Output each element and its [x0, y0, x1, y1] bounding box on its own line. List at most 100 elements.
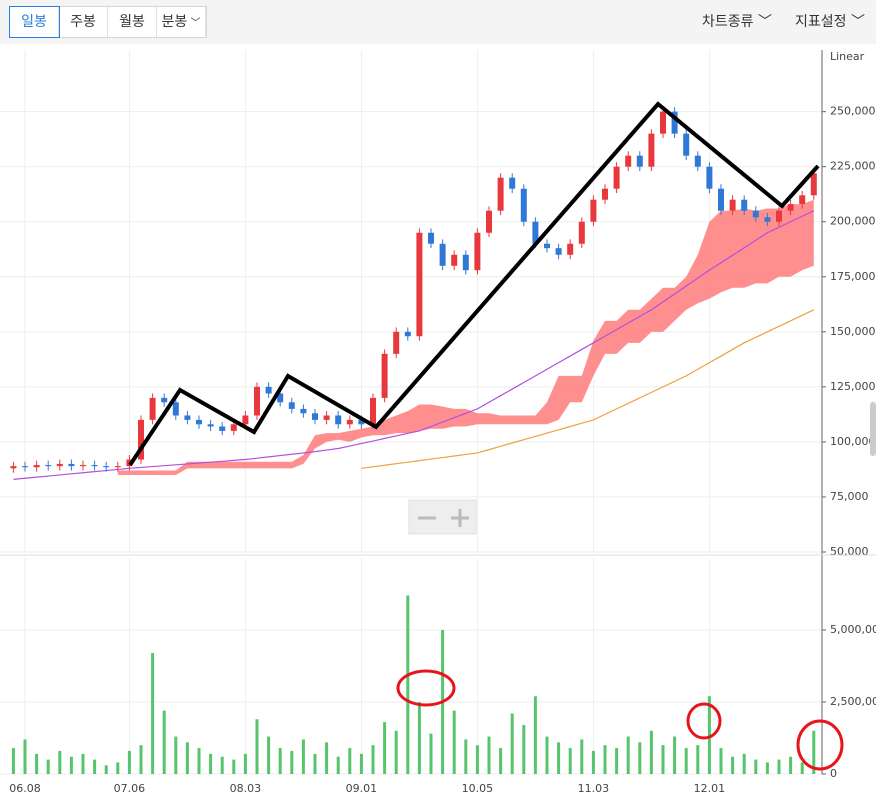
volume-bar	[789, 756, 793, 774]
candle-body	[393, 331, 400, 354]
candle-body	[416, 232, 423, 337]
candle-body	[323, 415, 330, 420]
x-tick-label: 09.01	[346, 782, 378, 795]
candle-body	[532, 221, 539, 244]
annotation-layer	[128, 101, 844, 771]
candle-body	[671, 111, 678, 134]
candle-body	[33, 465, 40, 468]
candle-body	[10, 466, 17, 469]
volume-bar	[290, 750, 294, 774]
candle-body	[694, 155, 701, 167]
volume-bar	[81, 753, 85, 774]
x-tick-label: 12.01	[694, 782, 726, 795]
candle-body	[462, 254, 469, 271]
volume-bar	[209, 753, 213, 774]
volume-bar	[58, 750, 62, 774]
chart-type-menu[interactable]: 차트종류 ﹀	[702, 14, 772, 30]
candle-body	[486, 210, 492, 233]
volume-bar	[93, 759, 97, 774]
volume-bar	[429, 733, 433, 774]
volume-bar	[731, 756, 735, 774]
menu-label[interactable]: 차트종류	[702, 14, 754, 30]
scale-label: Linear	[830, 50, 865, 63]
candle-body	[706, 166, 713, 189]
volume-bar	[684, 748, 688, 774]
candle-body	[138, 419, 144, 460]
volume-bar	[649, 730, 653, 774]
candle-body	[68, 463, 75, 467]
volume-bar	[475, 745, 479, 774]
candle-body	[114, 466, 121, 468]
volume-bar	[603, 745, 607, 774]
period-tab[interactable]: 일봉	[9, 6, 60, 38]
volume-bar	[371, 745, 375, 774]
candle-body	[312, 413, 318, 420]
volume-bar	[220, 756, 224, 774]
candle-body	[103, 466, 110, 468]
volume-bar	[673, 736, 677, 774]
candle-body	[184, 415, 191, 420]
volume-bar	[313, 753, 317, 774]
volume-bar	[278, 748, 282, 774]
volume-bar	[464, 739, 468, 774]
candle-body	[578, 221, 585, 244]
y-tick-label: 2,500,000	[830, 695, 876, 708]
volume-bar	[139, 745, 143, 774]
moving-average	[361, 309, 815, 469]
y-tick-label: 200,000	[830, 215, 876, 228]
volume-bar	[452, 710, 456, 774]
period-tab[interactable]: 월봉	[108, 7, 157, 37]
y-tick-label: 75,000	[830, 490, 869, 503]
candle-body	[207, 424, 214, 427]
period-tabs: 일봉 주봉 월봉 분봉 ﹀	[9, 6, 207, 38]
volume-bar	[243, 753, 247, 774]
volume-bar	[754, 759, 758, 774]
plot-layer: 50,000 75,000 100,000 125,000 150,000 175,000…	[0, 50, 876, 795]
candle-body	[752, 210, 759, 218]
x-tick-label: 08.03	[230, 782, 262, 795]
zoom-controls	[408, 499, 477, 535]
x-tick-label: 10.05	[462, 782, 494, 795]
candle-body	[625, 155, 632, 167]
volume-bar	[23, 739, 27, 774]
candle-body	[381, 353, 388, 398]
candle-body	[22, 466, 28, 468]
candle-body	[428, 232, 434, 244]
y-tick-label: 150,000	[830, 325, 876, 338]
highlight-circle	[396, 669, 456, 707]
volume-bar	[580, 739, 584, 774]
candle-body	[196, 419, 202, 425]
candle-body	[91, 465, 98, 467]
y-tick-label: 250,000	[830, 105, 876, 118]
volume-bar	[406, 595, 410, 774]
volume-bar	[487, 736, 491, 774]
volume-bar	[162, 710, 166, 774]
volume-bar	[812, 730, 816, 774]
candle-body	[149, 397, 156, 420]
candle-body	[288, 402, 295, 409]
toolbar: 일봉 주봉 월봉 분봉 ﹀ 차트종류 ﹀ 지표설정 ﹀	[0, 0, 876, 44]
volume-bar	[499, 748, 503, 774]
y-tick-label: 5,000,000	[830, 623, 876, 636]
volume-bar	[383, 722, 387, 774]
volume-bar	[533, 696, 537, 774]
volume-bar	[742, 753, 746, 774]
indicator-menu[interactable]: 지표설정 ﹀	[795, 14, 865, 30]
volume-bar	[359, 753, 363, 774]
period-tab[interactable]: 분봉 ﹀	[157, 7, 206, 37]
candle-body	[590, 199, 597, 222]
volume-bar	[626, 736, 630, 774]
period-tab[interactable]: 주봉	[59, 7, 108, 37]
y-tick-label: 50,000	[830, 545, 869, 558]
highlight-circle	[796, 719, 844, 771]
candle-body	[242, 415, 249, 425]
menu-label[interactable]: 지표설정	[795, 14, 847, 30]
moving-average	[13, 210, 815, 480]
scrollbar[interactable]	[870, 402, 876, 456]
candle-body	[683, 133, 690, 156]
volume-bar	[104, 765, 108, 774]
y-tick-label: 100,000	[830, 435, 876, 448]
drawn-zigzag	[128, 101, 820, 467]
candle-body	[346, 419, 353, 425]
